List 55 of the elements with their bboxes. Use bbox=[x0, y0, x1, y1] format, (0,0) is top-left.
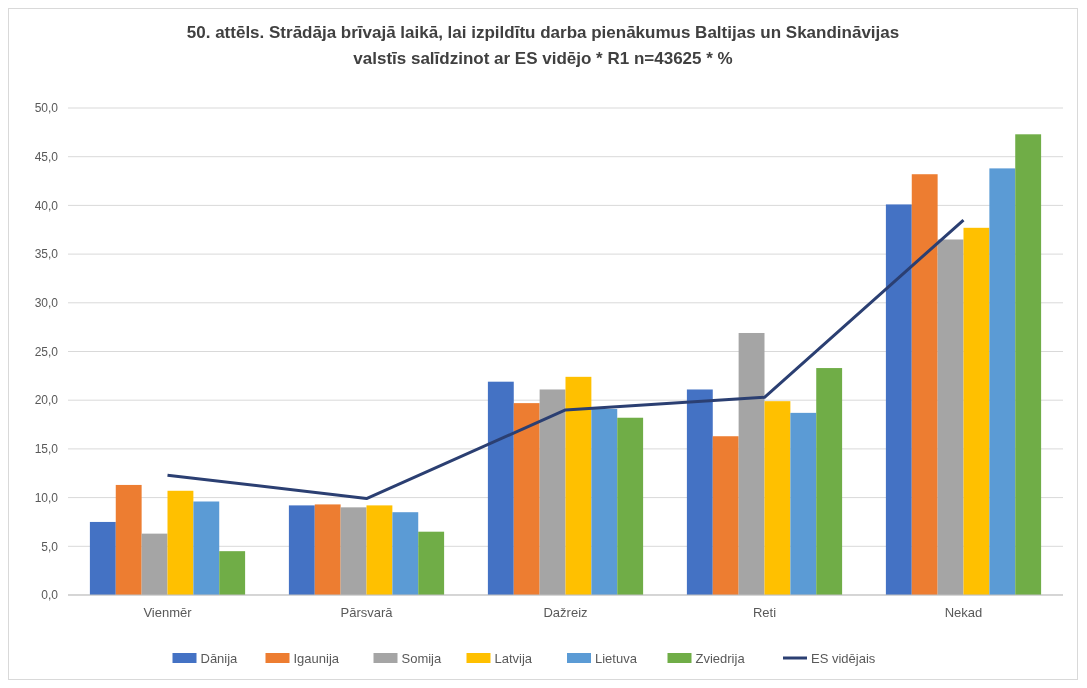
bar bbox=[219, 551, 246, 595]
y-tick-label: 25,0 bbox=[34, 344, 59, 359]
bar bbox=[712, 436, 739, 595]
bar bbox=[418, 531, 445, 595]
bar bbox=[513, 403, 540, 595]
bar bbox=[738, 332, 765, 595]
y-tick-label: 40,0 bbox=[34, 198, 59, 213]
bar bbox=[487, 381, 514, 595]
bar bbox=[764, 401, 791, 595]
bar bbox=[885, 204, 912, 595]
y-tick-label: 45,0 bbox=[34, 149, 59, 164]
bar bbox=[141, 533, 168, 595]
y-tick-label: 20,0 bbox=[34, 393, 59, 408]
legend-label: ES vidējais bbox=[811, 650, 876, 666]
bar bbox=[816, 368, 843, 595]
legend-label: Zviedrija bbox=[695, 650, 746, 666]
y-tick-label: 30,0 bbox=[34, 296, 59, 310]
x-tick-label: Dažreiz bbox=[543, 605, 588, 620]
chart-title: 50. attēls. Strādāja brīvajā laikā, lai izpildītu darba pienākumus Baltijas un Skandināvijas valstīs salīdzinot ar ES vidējo * R1 n=43625 * % bbox=[186, 23, 900, 68]
bar bbox=[314, 504, 341, 595]
bar bbox=[911, 174, 938, 595]
legend-label: Somija bbox=[401, 650, 443, 666]
x-tick-label: Vienmēr bbox=[143, 605, 193, 620]
bar bbox=[340, 507, 367, 595]
bar bbox=[963, 227, 990, 595]
bar bbox=[288, 505, 315, 595]
y-tick-label: 50,0 bbox=[34, 101, 59, 116]
bar bbox=[591, 408, 618, 595]
y-tick-label: 35,0 bbox=[34, 247, 59, 262]
bar bbox=[617, 417, 644, 595]
bar bbox=[989, 168, 1016, 595]
bar bbox=[790, 412, 817, 595]
y-tick-label: 5,0 bbox=[41, 539, 59, 554]
legend-label: Dānija bbox=[200, 650, 239, 666]
y-tick-label: 15,0 bbox=[34, 442, 59, 457]
bar bbox=[539, 389, 566, 595]
bar bbox=[937, 239, 964, 595]
bar bbox=[686, 389, 713, 595]
y-tick-label: 0,0 bbox=[41, 588, 59, 603]
bar bbox=[366, 505, 393, 595]
bar bbox=[565, 376, 592, 595]
bar bbox=[392, 512, 419, 595]
legend-label: Lietuva bbox=[595, 650, 638, 666]
x-tick-label: Reti bbox=[752, 605, 777, 620]
legend-label: Igaunija bbox=[293, 650, 340, 666]
legend-label: Latvija bbox=[494, 650, 533, 666]
bar bbox=[89, 521, 116, 595]
y-tick-label: 10,0 bbox=[34, 490, 59, 505]
line-series bbox=[166, 218, 965, 501]
bar bbox=[115, 484, 142, 595]
bar bbox=[1015, 134, 1042, 595]
x-tick-label: Pārsvarā bbox=[340, 605, 394, 620]
x-tick-label: Nekad bbox=[944, 605, 983, 620]
bar bbox=[167, 490, 194, 595]
bar bbox=[193, 501, 220, 595]
